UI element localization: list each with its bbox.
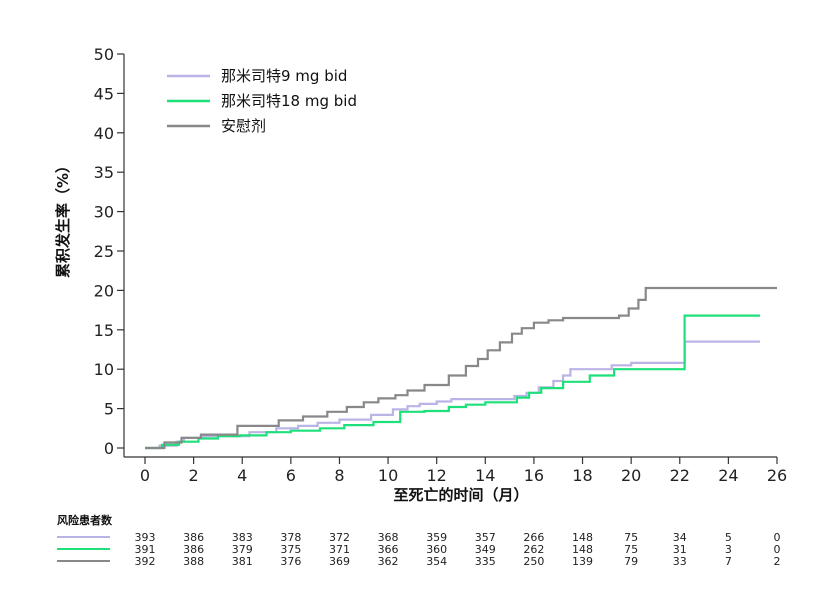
risk-count: 31: [673, 543, 687, 556]
risk-count: 0: [774, 543, 781, 556]
risk-count: 366: [378, 543, 399, 556]
y-axis-title: 累积发生率（%）: [54, 158, 72, 278]
y-tick-label: 15: [94, 321, 114, 340]
risk-count: 386: [183, 543, 204, 556]
risk-count: 369: [329, 555, 350, 568]
risk-count: 2: [774, 555, 781, 568]
risk-count: 79: [624, 555, 638, 568]
risk-count: 0: [774, 531, 781, 544]
y-tick-label: 50: [94, 45, 114, 64]
risk-count: 250: [523, 555, 544, 568]
x-tick-label: 10: [378, 466, 398, 485]
risk-count: 378: [280, 531, 301, 544]
risk-count: 376: [280, 555, 301, 568]
series-line-2: [145, 314, 760, 450]
risk-count: 379: [232, 543, 253, 556]
x-tick-label: 16: [524, 466, 544, 485]
risk-count: 393: [135, 531, 156, 544]
series-line-3: [145, 286, 777, 450]
x-tick-label: 0: [140, 466, 150, 485]
legend-label: 那米司特9 mg bid: [221, 67, 347, 85]
x-axis-title: 至死亡的时间（月）: [393, 486, 528, 504]
legend-label: 那米司特18 mg bid: [221, 92, 357, 110]
risk-table-title: 风险患者数: [57, 513, 113, 527]
y-tick-label: 10: [94, 360, 114, 379]
risk-count: 381: [232, 555, 253, 568]
risk-count: 359: [426, 531, 447, 544]
risk-count: 372: [329, 531, 350, 544]
x-tick-label: 2: [189, 466, 199, 485]
risk-count: 360: [426, 543, 447, 556]
risk-count: 266: [523, 531, 544, 544]
risk-count: 5: [725, 531, 732, 544]
risk-count: 368: [378, 531, 399, 544]
risk-table: 风险患者数 393 386 383 378 372 368 359 357 266 148 75 34…: [57, 513, 781, 568]
risk-count: 362: [378, 555, 399, 568]
y-tick-label: 5: [104, 400, 114, 419]
risk-count: 34: [673, 531, 687, 544]
y-tick-label: 20: [94, 281, 114, 300]
y-tick-label: 25: [94, 242, 114, 261]
x-tick-label: 20: [621, 466, 641, 485]
risk-count: 371: [329, 543, 350, 556]
risk-count: 7: [725, 555, 732, 568]
legend: 那米司特9 mg bid 那米司特18 mg bid 安慰剂: [167, 67, 357, 135]
risk-count: 262: [523, 543, 544, 556]
risk-count: 386: [183, 531, 204, 544]
x-tick-label: 24: [718, 466, 738, 485]
risk-count: 357: [475, 531, 496, 544]
series-layer: [145, 286, 777, 450]
risk-count: 391: [135, 543, 156, 556]
y-tick-label: 40: [94, 124, 114, 143]
risk-count: 75: [624, 531, 638, 544]
x-tick-label: 12: [427, 466, 447, 485]
y-tick-label: 30: [94, 203, 114, 222]
y-tick-label: 35: [94, 163, 114, 182]
y-tick-label: 45: [94, 84, 114, 103]
risk-count: 349: [475, 543, 496, 556]
x-tick-label: 8: [334, 466, 344, 485]
risk-count: 75: [624, 543, 638, 556]
risk-count: 388: [183, 555, 204, 568]
x-tick-label: 6: [286, 466, 296, 485]
risk-count: 375: [280, 543, 301, 556]
risk-count: 354: [426, 555, 447, 568]
x-tick-label: 22: [670, 466, 690, 485]
risk-count: 33: [673, 555, 687, 568]
risk-count: 335: [475, 555, 496, 568]
risk-count: 3: [725, 543, 732, 556]
x-tick-label: 18: [572, 466, 592, 485]
risk-count: 148: [572, 531, 593, 544]
x-tick-label: 14: [475, 466, 495, 485]
x-tick-label: 4: [237, 466, 247, 485]
risk-count: 148: [572, 543, 593, 556]
x-tick-label: 26: [767, 466, 787, 485]
y-tick-label: 0: [104, 439, 114, 458]
risk-count: 383: [232, 531, 253, 544]
legend-label: 安慰剂: [221, 117, 266, 135]
risk-count: 392: [135, 555, 156, 568]
risk-count: 139: [572, 555, 593, 568]
